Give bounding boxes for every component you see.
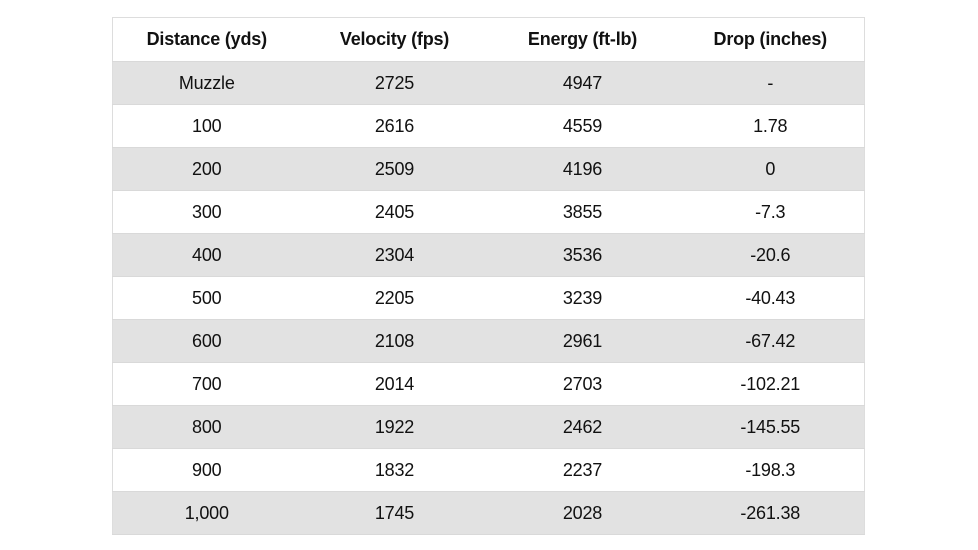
cell-drop: -20.6 [676,233,865,277]
table-row: 800 1922 2462 -145.55 [112,405,865,449]
ballistics-table: Distance (yds) Velocity (fps) Energy (ft… [112,17,865,535]
cell-drop: -145.55 [676,405,865,449]
cell-drop: - [676,61,865,105]
table-row: 100 2616 4559 1.78 [112,104,865,148]
header-row: Distance (yds) Velocity (fps) Energy (ft… [112,17,865,62]
cell-drop: -102.21 [676,362,865,406]
cell-drop: -198.3 [676,448,865,492]
cell-velocity: 2725 [300,61,489,105]
cell-velocity: 2405 [300,190,489,234]
cell-energy: 2961 [488,319,677,363]
table-row: 900 1832 2237 -198.3 [112,448,865,492]
table-body: Muzzle 2725 4947 - 100 2616 4559 1.78 20… [112,61,865,535]
cell-velocity: 2616 [300,104,489,148]
cell-distance: 1,000 [112,491,301,535]
cell-distance: 400 [112,233,301,277]
cell-velocity: 2509 [300,147,489,191]
cell-drop: -67.42 [676,319,865,363]
cell-energy: 2028 [488,491,677,535]
table-row: 600 2108 2961 -67.42 [112,319,865,363]
cell-distance: Muzzle [112,61,301,105]
cell-distance: 500 [112,276,301,320]
cell-energy: 4196 [488,147,677,191]
cell-energy: 2703 [488,362,677,406]
table-row: 1,000 1745 2028 -261.38 [112,491,865,535]
cell-velocity: 2205 [300,276,489,320]
cell-distance: 200 [112,147,301,191]
table-row: Muzzle 2725 4947 - [112,61,865,105]
table-row: 500 2205 3239 -40.43 [112,276,865,320]
cell-distance: 600 [112,319,301,363]
cell-velocity: 1922 [300,405,489,449]
cell-velocity: 1745 [300,491,489,535]
cell-drop: -261.38 [676,491,865,535]
cell-drop: 1.78 [676,104,865,148]
cell-energy: 4947 [488,61,677,105]
table-row: 700 2014 2703 -102.21 [112,362,865,406]
header-distance: Distance (yds) [112,17,301,62]
cell-velocity: 1832 [300,448,489,492]
cell-distance: 900 [112,448,301,492]
table-header: Distance (yds) Velocity (fps) Energy (ft… [112,17,865,62]
header-velocity: Velocity (fps) [300,17,489,62]
cell-velocity: 2108 [300,319,489,363]
cell-distance: 700 [112,362,301,406]
cell-energy: 4559 [488,104,677,148]
cell-velocity: 2014 [300,362,489,406]
cell-velocity: 2304 [300,233,489,277]
cell-distance: 100 [112,104,301,148]
cell-drop: -40.43 [676,276,865,320]
cell-energy: 2237 [488,448,677,492]
cell-drop: -7.3 [676,190,865,234]
cell-energy: 3536 [488,233,677,277]
ballistics-table-container: Distance (yds) Velocity (fps) Energy (ft… [112,17,865,535]
table-row: 300 2405 3855 -7.3 [112,190,865,234]
cell-energy: 3239 [488,276,677,320]
table-row: 400 2304 3536 -20.6 [112,233,865,277]
cell-energy: 3855 [488,190,677,234]
cell-distance: 300 [112,190,301,234]
table-row: 200 2509 4196 0 [112,147,865,191]
cell-drop: 0 [676,147,865,191]
header-energy: Energy (ft-lb) [488,17,677,62]
cell-energy: 2462 [488,405,677,449]
cell-distance: 800 [112,405,301,449]
header-drop: Drop (inches) [676,17,865,62]
